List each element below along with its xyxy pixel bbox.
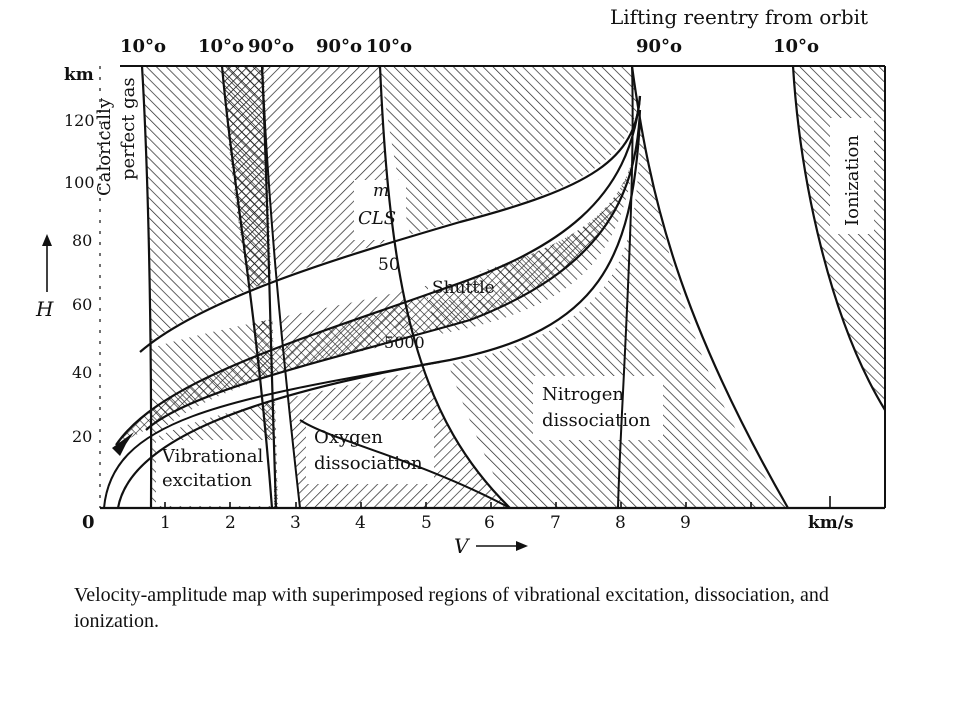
y-axis-unit: km: [64, 65, 94, 85]
corridor-outline-lowest: [103, 361, 441, 509]
ionization-label-box: [830, 118, 874, 234]
x-axis-arrow-icon: [476, 541, 528, 551]
oxygen-label: Oxygen: [314, 427, 383, 448]
corridor-arrowhead: [112, 432, 134, 456]
figure-caption: Velocity-amplitude map with superimposed…: [74, 584, 829, 632]
x-tick-8: 8: [615, 513, 626, 533]
boundary-nit-left: [299, 419, 511, 509]
cls-label-box: [354, 180, 406, 240]
ionization-label: Ionization: [842, 135, 863, 226]
calorically-label-box: [84, 66, 144, 206]
perfect-gas-label: perfect gas: [118, 77, 139, 180]
top-label-1: 10°o: [120, 36, 166, 57]
param-m-label: m: [373, 181, 389, 201]
ionization-region: [793, 66, 885, 410]
boundary-nit-90b: [617, 65, 634, 509]
y-tick-60: 60: [72, 295, 92, 314]
x-tick-2: 2: [225, 513, 236, 533]
x-tick-7: 7: [550, 513, 561, 533]
boundary-ion-10: [791, 65, 886, 411]
top-label-4: 90°o: [316, 36, 362, 57]
top-label-7: 10°o: [773, 36, 819, 57]
x-tick-3: 3: [290, 513, 301, 533]
corridor-outline-top: [139, 95, 642, 353]
nitrogen-label: Nitrogen: [542, 384, 624, 405]
corridor-outline-mid2: [145, 109, 642, 431]
x-axis-label: V: [454, 534, 471, 558]
corridor-upper-white: [140, 96, 640, 352]
corridor-outline-mid1: [115, 95, 642, 446]
top-label-3: 90°o: [248, 36, 294, 57]
x-tick-0: 0: [82, 512, 95, 533]
x-axis-unit: km/s: [808, 513, 854, 533]
x-tick-4: 4: [355, 513, 366, 533]
shuttle-label: Shuttle: [432, 278, 495, 298]
top-label-5: 10°o: [366, 36, 412, 57]
y-tick-20: 20: [72, 427, 92, 446]
boundary-oxy-90: [261, 65, 301, 509]
x-tick-marks: [164, 496, 831, 508]
y-tick-40: 40: [72, 363, 92, 382]
y-axis-label: H: [35, 297, 54, 321]
value-50-label: 50: [378, 255, 400, 275]
top-label-2: 10°o: [198, 36, 244, 57]
param-cls-label: CLS: [358, 208, 396, 229]
y-axis-arrow-icon: [42, 234, 52, 292]
x-tick-5: 5: [421, 513, 432, 533]
figure-title: Lifting reentry from orbit: [610, 5, 868, 29]
boundary-vib-10: [140, 65, 153, 509]
value-5000-label: 5000: [384, 333, 425, 352]
vibrational-core-band: [222, 66, 270, 340]
nitrogen-label-box: [533, 376, 663, 440]
y-tick-80: 80: [72, 231, 92, 250]
oxygen-label-box: [306, 420, 434, 484]
y-tick-120: 120: [64, 111, 95, 130]
vibrational-label: Vibrational: [161, 446, 263, 467]
boundary-oxy-10: [378, 65, 511, 509]
x-tick-1: 1: [160, 513, 171, 533]
x-tick-9: 9: [680, 513, 691, 533]
excitation-label: excitation: [162, 470, 252, 491]
corridor-outline-bottom: [116, 119, 642, 509]
boundary-nit-90: [630, 65, 789, 509]
corridor-lower-white: [150, 110, 640, 440]
top-label-6: 90°o: [636, 36, 682, 57]
oxygen-dissociation-label: dissociation: [314, 453, 423, 474]
x-tick-6: 6: [484, 513, 495, 533]
boundary-vib-10b: [220, 65, 274, 509]
nitrogen-dissociation-label: dissociation: [542, 410, 651, 431]
corridor-band: [116, 96, 640, 445]
calorically-label: Calorically: [94, 97, 115, 196]
y-tick-100: 100: [64, 173, 95, 192]
vibrational-label-box: [156, 440, 274, 506]
